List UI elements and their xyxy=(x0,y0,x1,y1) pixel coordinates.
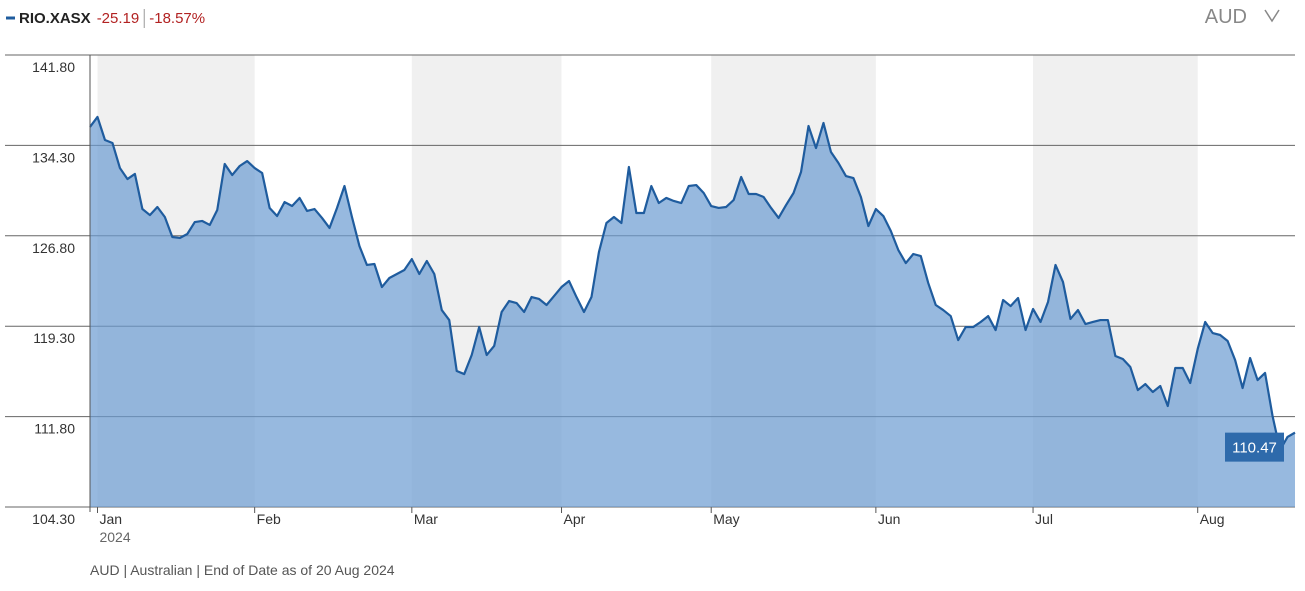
x-tick-label: Mar xyxy=(414,511,438,527)
footnote: AUD | Australian | End of Date as of 20 … xyxy=(90,562,395,578)
y-tick-label: 111.80 xyxy=(34,421,75,437)
change: -25.19 xyxy=(97,10,140,27)
x-tick-label: Jun xyxy=(878,511,901,527)
annotation: 110.47 xyxy=(1232,440,1277,457)
annotation-box xyxy=(1225,432,1284,462)
x-tick-label: Apr xyxy=(564,511,586,527)
y-tick-label: 134.30 xyxy=(32,149,75,165)
y-tick-label: 119.30 xyxy=(33,330,75,346)
x-tick-label: Feb xyxy=(257,511,281,527)
change-percent: -18.57% xyxy=(149,10,205,27)
chevron[interactable] xyxy=(1264,9,1280,23)
year-label: 2024 xyxy=(99,529,130,545)
y-tick-label: 104.30 xyxy=(32,511,75,527)
area-fill xyxy=(90,116,1295,507)
x-tick-label: Jul xyxy=(1035,511,1053,527)
plot xyxy=(89,115,1296,507)
y-tick-label: 141.80 xyxy=(32,59,75,75)
x-tick-label: Jan xyxy=(99,511,122,527)
currency[interactable]: AUD xyxy=(1205,6,1247,28)
price-line xyxy=(89,115,1296,452)
legend-label: RIO.XASX xyxy=(19,10,91,27)
x-tick-label: Aug xyxy=(1200,511,1225,527)
currency-dropdown[interactable]: AUD xyxy=(1205,6,1280,28)
y-tick-label: 126.80 xyxy=(32,240,75,256)
x-tick-label: May xyxy=(713,511,739,527)
